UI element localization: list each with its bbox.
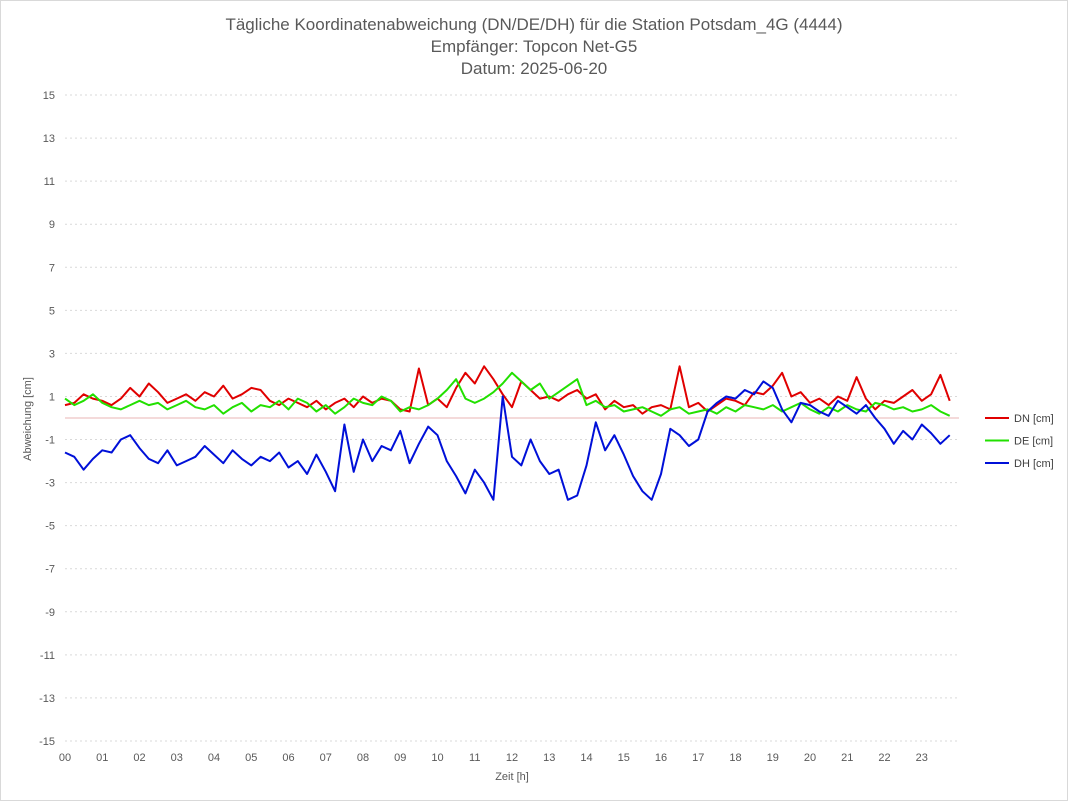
x-tick-label: 00 <box>59 752 71 764</box>
x-tick-label: 18 <box>729 752 741 764</box>
y-tick-label: -1 <box>45 435 55 447</box>
series-lines <box>64 365 951 501</box>
y-tick-label: 3 <box>49 348 55 360</box>
x-tick-label: 13 <box>543 752 555 764</box>
x-tick-label: 05 <box>245 752 257 764</box>
legend: DN [cm] DE [cm] DH [cm] <box>985 413 1054 470</box>
x-tick-label: 17 <box>692 752 704 764</box>
x-tick-label: 10 <box>431 752 443 764</box>
x-tick-label: 22 <box>878 752 890 764</box>
legend-label: DH [cm] <box>1014 458 1054 470</box>
x-tick-label: 14 <box>580 752 592 764</box>
x-tick-label: 19 <box>767 752 779 764</box>
chart-title-line-2: Empfänger: Topcon Net-G5 <box>431 37 638 56</box>
x-tick-label: 12 <box>506 752 518 764</box>
x-tick-label: 03 <box>171 752 183 764</box>
y-tick-label: -11 <box>40 650 55 662</box>
legend-label: DN [cm] <box>1014 413 1054 425</box>
y-tick-label: 15 <box>43 90 55 102</box>
y-tick-label: 9 <box>49 219 55 231</box>
y-tick-label: 5 <box>49 305 55 317</box>
x-tick-label: 15 <box>618 752 630 764</box>
x-tick-label: 02 <box>133 752 145 764</box>
x-tick-label: 01 <box>96 752 108 764</box>
series-line-dh <box>64 380 951 501</box>
x-tick-label: 09 <box>394 752 406 764</box>
y-tick-label: 13 <box>43 133 55 145</box>
y-tick-label: -5 <box>45 521 55 533</box>
y-tick-label: 1 <box>49 391 55 403</box>
x-tick-label: 04 <box>208 752 220 764</box>
y-tick-label: -13 <box>39 693 55 705</box>
chart-title-line-1: Tägliche Koordinatenabweichung (DN/DE/DH… <box>225 15 842 34</box>
x-tick-label: 16 <box>655 752 667 764</box>
x-tick-label: 20 <box>804 752 816 764</box>
x-tick-label: 07 <box>320 752 332 764</box>
x-tick-label: 11 <box>469 752 480 764</box>
y-tick-label: 11 <box>44 176 55 188</box>
x-tick-label: 21 <box>841 752 853 764</box>
y-tick-label: -15 <box>39 736 55 748</box>
chart-title-line-3: Datum: 2025-06-20 <box>461 59 607 78</box>
y-tick-label: -9 <box>45 607 55 619</box>
x-tick-label: 08 <box>357 752 369 764</box>
y-tick-label: -3 <box>45 478 55 490</box>
x-axis-label: Zeit [h] <box>495 771 529 783</box>
legend-label: DE [cm] <box>1014 436 1053 448</box>
y-tick-label: -7 <box>45 564 55 576</box>
x-tick-label: 23 <box>916 752 928 764</box>
x-axis-ticks: 00 01 02 03 04 05 06 07 08 09 10 11 12 13 14 15 16 17 18 19… <box>59 752 928 764</box>
y-axis-label: Abweichung [cm] <box>22 377 34 461</box>
x-tick-label: 06 <box>282 752 294 764</box>
gridlines <box>65 94 959 742</box>
y-tick-label: 7 <box>49 262 55 274</box>
y-axis-ticks: 15 13 11 9 7 5 3 1 -1 -3 -5 -7 -9 -11 -13 -15 <box>39 90 55 748</box>
series-line-dn <box>64 365 951 415</box>
